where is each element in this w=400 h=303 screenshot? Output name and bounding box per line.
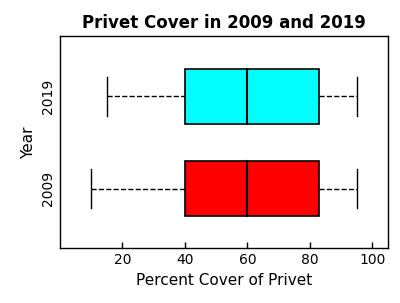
Y-axis label: Year: Year [20, 126, 36, 159]
Bar [185, 161, 319, 216]
Bar [185, 69, 319, 124]
X-axis label: Percent Cover of Privet: Percent Cover of Privet [136, 273, 312, 288]
Title: Privet Cover in 2009 and 2019: Privet Cover in 2009 and 2019 [82, 14, 366, 32]
